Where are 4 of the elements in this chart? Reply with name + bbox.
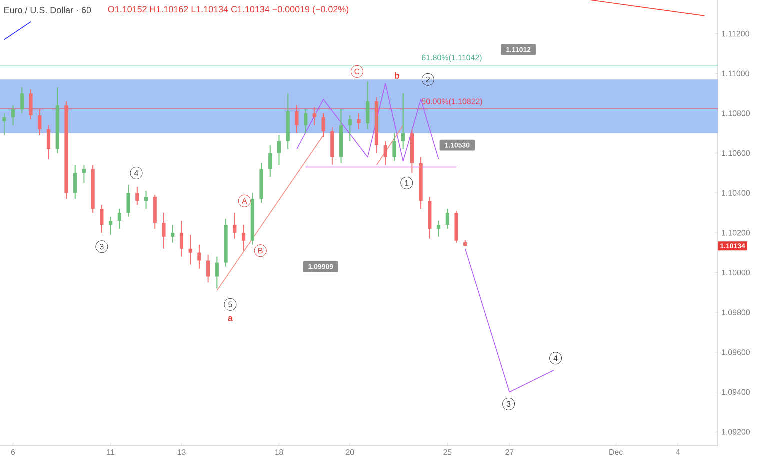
text: Euro / U.S. Dollar · 60 [4, 6, 92, 14]
annotation: a [228, 316, 234, 322]
text: O1.10152 H1.10162 L1.10134 C1.10134 −0.00019 (−0.02%) [108, 6, 349, 14]
annotation: b [394, 72, 400, 79]
